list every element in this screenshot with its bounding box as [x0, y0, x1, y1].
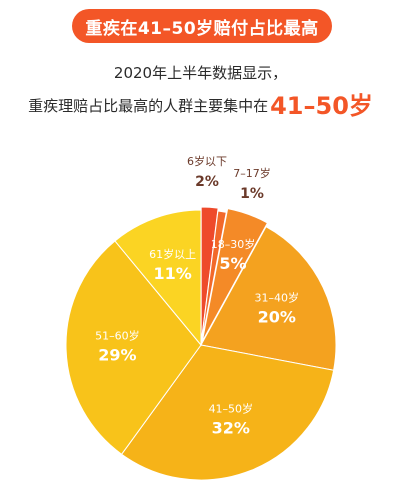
pie-slice: [114, 209, 202, 347]
subtitle-line-1: 2020年上半年数据显示，: [113, 64, 288, 82]
pie-slice: [120, 344, 335, 481]
slice-category-label: 18–30岁: [211, 237, 256, 251]
subtitle-line-2: 重疾理赔占比最高的人群主要集中在41–50岁: [0, 86, 401, 121]
slice-value-label: 1%: [240, 186, 264, 202]
slice-category-label: 51–60岁: [95, 329, 140, 343]
subtitle-line-2-prefix: 重疾理赔占比最高的人群主要集中在: [28, 97, 269, 115]
pie-slice: [201, 208, 269, 342]
slice-value-label: 20%: [258, 307, 296, 326]
slice-value-label: 11%: [153, 264, 191, 283]
chart-title: 重疾在41–50岁赔付占比最高: [85, 18, 319, 39]
pie-slice: [200, 226, 337, 371]
slice-category-label: 61岁以上: [149, 247, 196, 261]
slice-value-label: 2%: [195, 174, 219, 190]
slice-category-label: 41–50岁: [209, 401, 254, 415]
slice-value-label: 29%: [98, 346, 136, 365]
slice-category-label: 6岁以下: [187, 154, 227, 168]
subtitle-highlight: 41–50岁: [270, 92, 373, 120]
title-banner: 重疾在41–50岁赔付占比最高: [72, 9, 332, 43]
slice-category-label: 31–40岁: [254, 290, 299, 304]
slice-value-label: 32%: [212, 418, 250, 437]
slice-value-label: 5%: [219, 254, 246, 273]
pie-slice: [200, 210, 227, 346]
pie-slice: [65, 240, 202, 455]
slice-category-label: 7–17岁: [233, 166, 271, 180]
